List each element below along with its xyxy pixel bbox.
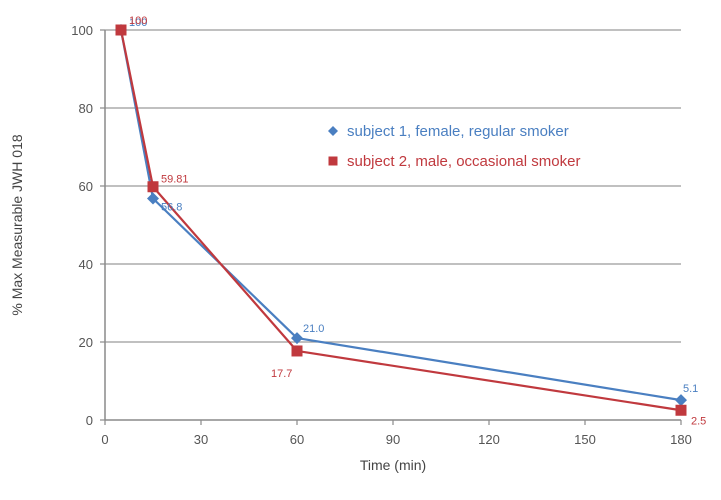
y-tick-label-80: 80: [79, 101, 93, 116]
y-tick-label-20: 20: [79, 335, 93, 350]
series-2-marker-2: [291, 345, 303, 357]
series-2-marker-3: [675, 404, 687, 416]
series-2-data-label-3: 2.5: [691, 415, 706, 427]
y-tick-labels: 0 20 40 60 80 100: [71, 23, 93, 428]
series-2-data-label-1: 59.81: [161, 174, 189, 186]
series-lines: [119, 29, 682, 412]
x-tick-label-180: 180: [670, 432, 692, 447]
y-tick-label-40: 40: [79, 257, 93, 272]
x-tick-label-60: 60: [290, 432, 304, 447]
x-axis-title: Time (min): [360, 457, 426, 473]
legend-marker-1: [328, 126, 338, 136]
x-tick-labels: 0 30 60 90 120 150 180: [101, 432, 691, 447]
legend-marker-2: [328, 156, 338, 166]
series-1-data-label-0: 100: [129, 17, 147, 29]
axes: [100, 29, 682, 425]
y-tick-label-0: 0: [86, 413, 93, 428]
y-axis-title: % Max Measurable JWH 018: [9, 134, 25, 316]
legend-label-2: subject 2, male, occasional smoker: [347, 153, 580, 170]
y-tick-label-60: 60: [79, 179, 93, 194]
series-markers: [115, 24, 687, 416]
x-tick-label-150: 150: [574, 432, 596, 447]
series-1-marker-3: [675, 394, 687, 407]
series-2-marker-1: [147, 181, 159, 193]
series-2-marker-0: [115, 24, 127, 36]
series-1-marker-1: [147, 192, 159, 205]
series-line-2: [119, 29, 682, 412]
series-1-data-label-2: 21.0: [303, 323, 324, 335]
series-1-marker-2: [291, 332, 303, 345]
x-tick-label-30: 30: [194, 432, 208, 447]
series-1-data-label-3: 5.1: [683, 383, 698, 395]
x-tick-label-120: 120: [478, 432, 500, 447]
y-tick-label-100: 100: [71, 23, 93, 38]
legend: subject 1, female, regular smoker subject…: [328, 123, 580, 170]
x-tick-label-90: 90: [386, 432, 400, 447]
series-2-data-label-2: 17.7: [271, 368, 292, 380]
gridlines: [105, 29, 681, 343]
series-line-1: [119, 29, 682, 402]
legend-label-1: subject 1, female, regular smoker: [347, 123, 569, 140]
series-1-data-label-1: 56.8: [161, 201, 182, 213]
series-2-data-label-0: 100: [129, 15, 147, 27]
x-tick-label-0: 0: [101, 432, 108, 447]
